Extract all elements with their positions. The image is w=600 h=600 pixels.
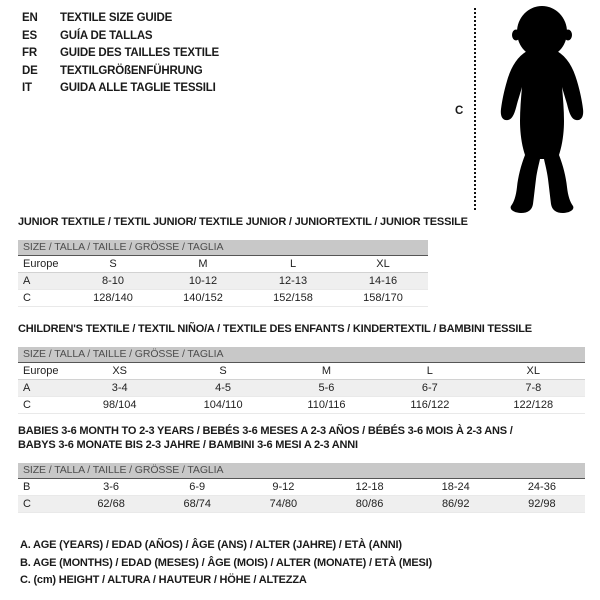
size-table: Europe XS S M L XL A 3-4 4-5 5-6 6-7 7-8 C 98/104 104/… xyxy=(18,363,585,414)
size-name-cell: M xyxy=(274,363,379,380)
value-cell: 7-8 xyxy=(481,379,585,397)
language-code: DE xyxy=(22,64,38,77)
table-title-line: JUNIOR TEXTILE / TEXTIL JUNIOR/ TEXTILE … xyxy=(18,216,468,228)
value-cell: 5-6 xyxy=(274,379,379,397)
table-row: A 8-10 10-12 12-13 14-16 xyxy=(18,272,428,290)
value-cell: 80/86 xyxy=(326,495,413,513)
value-cell: 140/152 xyxy=(158,289,248,307)
value-cell: 9-12 xyxy=(240,479,327,496)
language-guide-row: ES GUÍA DE TALLAS xyxy=(22,28,219,46)
height-measure-label: C xyxy=(455,105,464,117)
footnotes: A. AGE (YEARS) / EDAD (AÑOS) / ÂGE (ANS)… xyxy=(20,537,432,590)
language-title: GUIDE DES TAILLES TEXTILE xyxy=(60,47,219,60)
value-cell: 8-10 xyxy=(68,272,158,290)
height-measure-line xyxy=(474,8,476,210)
value-cell: 98/104 xyxy=(68,396,172,414)
value-cell: 74/80 xyxy=(240,495,327,513)
table-row: C 62/68 68/74 74/80 80/86 86/92 92/98 xyxy=(18,495,585,513)
table-title: BABIES 3-6 MONTH TO 2-3 YEARS / BEBÉS 3-… xyxy=(18,424,585,452)
baby-silhouette-icon xyxy=(500,6,584,213)
size-header-bar: SIZE / TALLA / TAILLE / GRÖSSE / TAGLIA xyxy=(18,463,585,479)
value-cell: 92/98 xyxy=(498,495,585,513)
table-title-line: BABIES 3-6 MONTH TO 2-3 YEARS / BEBÉS 3-… xyxy=(18,425,513,437)
value-cell: 6-7 xyxy=(378,379,482,397)
size-name-cell: M xyxy=(158,256,248,273)
language-title: GUIDA ALLE TAGLIE TESSILI xyxy=(60,82,216,95)
language-title: TEXTILE SIZE GUIDE xyxy=(60,12,173,24)
size-header-bar: SIZE / TALLA / TAILLE / GRÖSSE / TAGLIA xyxy=(18,240,428,256)
language-guide: EN TEXTILE SIZE GUIDE ES GUÍA DE TALLAS FR GU… xyxy=(22,10,219,98)
size-name-cell: L xyxy=(378,363,482,380)
table-title: CHILDREN'S TEXTILE / TEXTIL NIÑO/A / TEX… xyxy=(18,322,585,336)
size-name-cell: XL xyxy=(338,256,428,273)
size-table: B 3-6 6-9 9-12 12-18 18-24 24-36 C 62/68 68/74 74/… xyxy=(18,479,585,513)
value-cell: 116/122 xyxy=(378,396,482,414)
language-guide-row: EN TEXTILE SIZE GUIDE xyxy=(22,10,219,28)
value-cell: 18-24 xyxy=(412,479,499,496)
size-name-cell: XS xyxy=(68,363,172,380)
value-cell: 12-13 xyxy=(248,272,338,290)
table-row: C 128/140 140/152 152/158 158/170 xyxy=(18,289,428,307)
value-cell: 122/128 xyxy=(481,396,585,414)
value-cell: 14-16 xyxy=(338,272,428,290)
size-header-row: Europe S M L XL xyxy=(18,256,428,273)
row-label: C xyxy=(18,289,68,307)
value-cell: 86/92 xyxy=(412,495,499,513)
row-label: C xyxy=(18,495,68,513)
size-header-bar: SIZE / TALLA / TAILLE / GRÖSSE / TAGLIA xyxy=(18,347,585,363)
value-cell: 24-36 xyxy=(498,479,585,496)
table-row: A 3-4 4-5 5-6 6-7 7-8 xyxy=(18,379,585,397)
size-name-cell: S xyxy=(171,363,275,380)
value-cell: 10-12 xyxy=(158,272,248,290)
language-guide-row: IT GUIDA ALLE TAGLIE TESSILI xyxy=(22,80,219,98)
babies-textile-section: BABIES 3-6 MONTH TO 2-3 YEARS / BEBÉS 3-… xyxy=(18,424,585,513)
value-cell: 3-4 xyxy=(68,379,172,397)
footnote-line: B. AGE (MONTHS) / EDAD (MESES) / ÂGE (MO… xyxy=(20,556,432,569)
value-cell: 110/116 xyxy=(274,396,379,414)
baby-silhouette-shape xyxy=(500,6,584,213)
table-title: JUNIOR TEXTILE / TEXTIL JUNIOR/ TEXTILE … xyxy=(18,215,468,229)
value-cell: 12-18 xyxy=(326,479,413,496)
language-code: IT xyxy=(22,82,32,95)
size-header-row: Europe XS S M L XL xyxy=(18,363,585,380)
region-label: Europe xyxy=(18,256,68,273)
language-title: GUÍA DE TALLAS xyxy=(60,29,153,42)
language-title: TEXTILGRÖßENFÜHRUNG xyxy=(60,64,203,77)
language-guide-row: FR GUIDE DES TAILLES TEXTILE xyxy=(22,45,219,63)
value-cell: 68/74 xyxy=(154,495,241,513)
children-textile-section: CHILDREN'S TEXTILE / TEXTIL NIÑO/A / TEX… xyxy=(18,322,585,414)
language-code: FR xyxy=(22,47,37,60)
footnote-line: A. AGE (YEARS) / EDAD (AÑOS) / ÂGE (ANS)… xyxy=(20,539,402,551)
row-label: A xyxy=(18,272,68,290)
region-label: Europe xyxy=(18,363,68,380)
size-name-cell: S xyxy=(68,256,158,273)
value-cell: 104/110 xyxy=(171,396,275,414)
table-title-line: BABYS 3-6 MONATE BIS 2-3 JAHRE / BAMBINI… xyxy=(18,439,358,451)
value-cell: 152/158 xyxy=(248,289,338,307)
value-cell: 3-6 xyxy=(68,479,155,496)
value-cell: 158/170 xyxy=(338,289,428,307)
value-cell: 4-5 xyxy=(171,379,275,397)
size-name-cell: XL xyxy=(481,363,585,380)
size-table: Europe S M L XL A 8-10 10-12 12-13 14-16 C 128/140 1… xyxy=(18,256,428,307)
footnote-line: C. (cm) HEIGHT / ALTURA / HAUTEUR / HÖHE… xyxy=(20,574,307,586)
language-code: EN xyxy=(22,12,38,24)
value-cell: 6-9 xyxy=(154,479,241,496)
value-cell: 128/140 xyxy=(68,289,158,307)
row-label: C xyxy=(18,396,68,414)
row-label: A xyxy=(18,379,68,397)
junior-textile-section: JUNIOR TEXTILE / TEXTIL JUNIOR/ TEXTILE … xyxy=(18,215,468,307)
table-row: B 3-6 6-9 9-12 12-18 18-24 24-36 xyxy=(18,479,585,496)
size-name-cell: L xyxy=(248,256,338,273)
value-cell: 62/68 xyxy=(68,495,155,513)
language-guide-row: DE TEXTILGRÖßENFÜHRUNG xyxy=(22,63,219,81)
table-row: C 98/104 104/110 110/116 116/122 122/128 xyxy=(18,396,585,414)
row-label: B xyxy=(18,479,68,496)
table-title-line: CHILDREN'S TEXTILE / TEXTIL NIÑO/A / TEX… xyxy=(18,323,532,335)
language-code: ES xyxy=(22,29,37,42)
